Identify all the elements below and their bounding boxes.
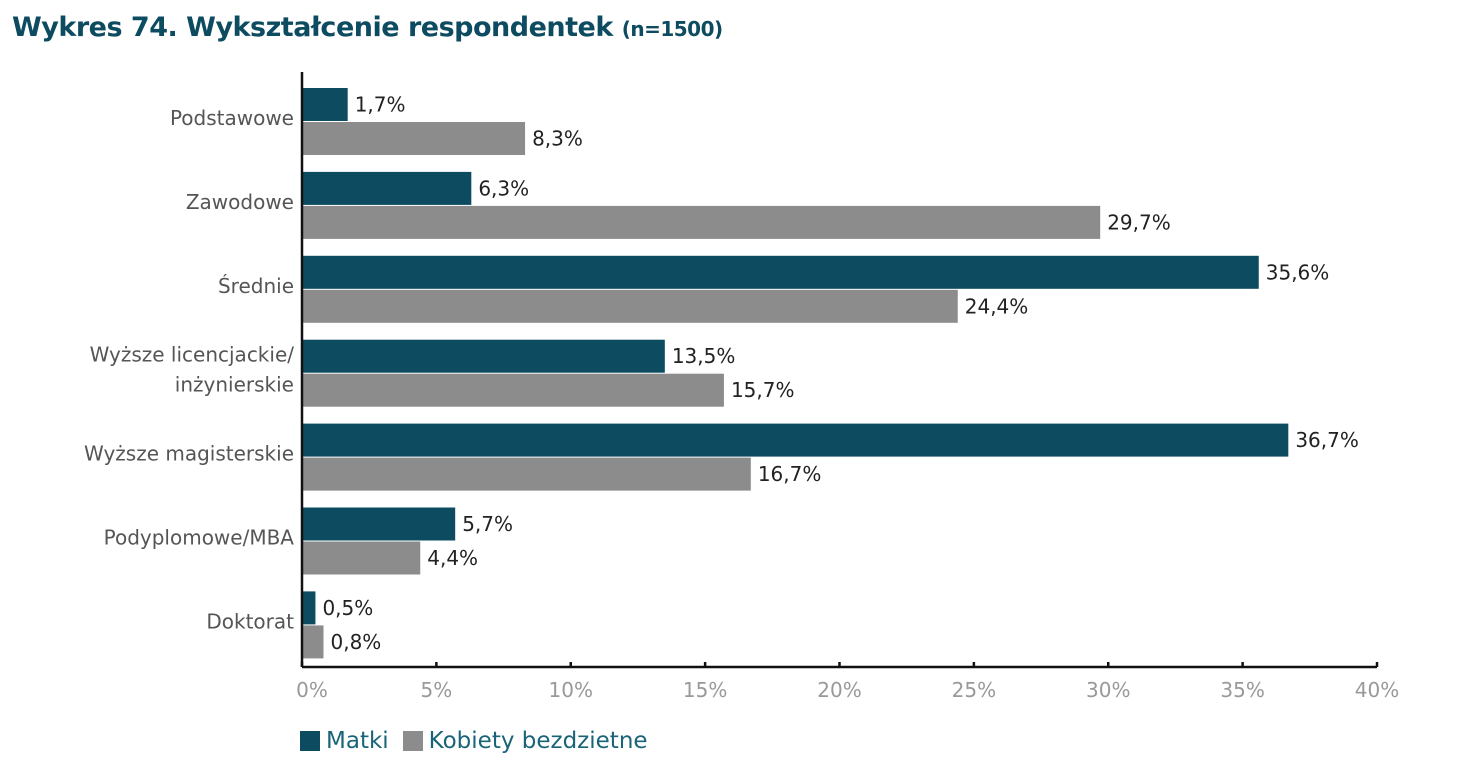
category-label: Zawodowe	[186, 190, 294, 214]
bar-bezdzietne	[302, 205, 1101, 239]
x-tick-label: 15%	[683, 678, 727, 702]
data-label: 1,7%	[355, 93, 406, 117]
data-label: 36,7%	[1295, 428, 1359, 452]
x-tick-label: 25%	[952, 678, 996, 702]
bar-matki	[302, 88, 348, 121]
data-label: 8,3%	[532, 127, 583, 151]
x-tick-label: 20%	[817, 678, 861, 702]
data-label: 16,7%	[758, 462, 822, 486]
data-label: 4,4%	[427, 546, 478, 570]
category-label: Wyższe magisterskie	[84, 442, 294, 466]
x-tick-label: 10%	[549, 678, 593, 702]
legend-label-bezdzietne: Kobiety bezdzietne	[428, 728, 648, 754]
bar-matki	[302, 507, 456, 541]
x-tick-label: 30%	[1086, 678, 1130, 702]
subtitle-text: (n=1500)	[621, 17, 723, 41]
bar-bezdzietne	[302, 122, 526, 155]
category-label: Średnie	[218, 274, 294, 298]
bar-bezdzietne	[302, 541, 421, 575]
data-label: 29,7%	[1107, 210, 1171, 234]
bar-bezdzietne	[302, 625, 324, 659]
category-label: Doktorat	[206, 609, 294, 633]
title-text: Wykres 74. Wykształcenie respondentek	[12, 12, 613, 43]
data-label: 35,6%	[1266, 260, 1330, 284]
bar-bezdzietne	[302, 373, 724, 407]
bar-matki	[302, 339, 665, 373]
data-label: 5,7%	[462, 512, 513, 536]
bar-matki	[302, 423, 1289, 457]
data-label: 15,7%	[731, 378, 795, 402]
category-label: Podstawowe	[170, 106, 294, 130]
bar-matki	[302, 255, 1259, 289]
x-tick-label: 40%	[1355, 678, 1399, 702]
bar-bezdzietne	[302, 289, 958, 323]
data-label: 24,4%	[965, 294, 1029, 318]
category-label: Wyższe licencjackie/	[90, 343, 295, 367]
legend-swatch-matki	[300, 731, 320, 751]
legend-swatch-bezdzietne	[402, 731, 423, 751]
legend: Matki Kobiety bezdzietne	[300, 728, 648, 754]
data-label: 13,5%	[672, 344, 736, 368]
x-tick-label: 35%	[1220, 678, 1264, 702]
bar-matki	[302, 171, 472, 205]
category-label: Podyplomowe/MBA	[104, 526, 295, 550]
bar-matki	[302, 591, 316, 625]
data-label: 0,5%	[322, 596, 373, 620]
x-tick-label: 5%	[421, 678, 453, 702]
x-tick-label: 0%	[296, 678, 328, 702]
bar-bezdzietne	[302, 457, 751, 491]
data-label: 0,8%	[331, 630, 382, 654]
category-label: inżynierskie	[175, 373, 294, 397]
data-label: 6,3%	[478, 176, 529, 200]
legend-label-matki: Matki	[326, 728, 389, 754]
chart-title: Wykres 74. Wykształcenie respondentek (n…	[12, 12, 723, 43]
